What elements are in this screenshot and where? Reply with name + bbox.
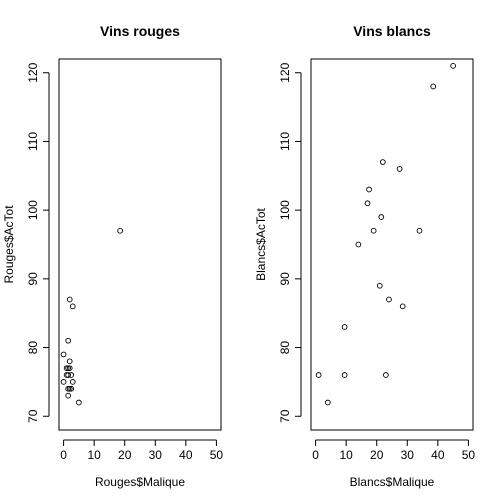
x-axis-label: Rouges$Malique	[95, 475, 185, 489]
data-point	[399, 303, 406, 310]
x-tick-label: 40	[179, 448, 193, 462]
data-point	[355, 241, 362, 248]
data-point	[396, 166, 403, 172]
data-point	[341, 372, 348, 378]
data-point	[379, 159, 386, 165]
data-point	[370, 227, 377, 234]
data-point	[66, 358, 73, 365]
x-tick-label: 0	[60, 448, 67, 462]
plot-box	[310, 58, 474, 431]
data-point	[383, 372, 389, 378]
data-point	[341, 324, 348, 330]
data-point	[364, 200, 371, 207]
y-tick-label: 70	[26, 409, 40, 423]
data-point	[69, 379, 76, 385]
y-tick-label: 90	[26, 272, 40, 286]
y-tick-label: 110	[26, 132, 40, 151]
plot-box	[58, 58, 222, 431]
data-point	[68, 372, 75, 378]
data-point	[450, 63, 456, 69]
y-tick-label: 100	[278, 200, 292, 220]
plot-panel-1: Vins rouges 0 10 20 30 40 50 70 80 90 100 110 120 Rou…	[2, 23, 223, 489]
data-point	[117, 227, 123, 234]
y-tick-label: 80	[278, 341, 292, 355]
x-tick-label: 50	[462, 448, 476, 462]
x-tick-label: 30	[149, 448, 163, 462]
y-tick-label: 70	[278, 409, 292, 423]
chart-title: Vins rouges	[100, 23, 180, 39]
x-axis-label: Blancs$Malique	[350, 475, 435, 489]
plot-panel-2: Vins blancs 0 10 20 30 40 50 70 80 90 100 110 120 Bla…	[254, 23, 475, 489]
x-tick-label: 50	[210, 448, 224, 462]
data-point	[65, 337, 72, 344]
data-point	[76, 399, 82, 406]
data-point	[378, 214, 385, 220]
data-point	[68, 385, 75, 392]
data-point	[65, 392, 72, 399]
x-tick-label: 10	[87, 448, 101, 462]
data-point	[60, 379, 67, 385]
data-point	[416, 227, 423, 234]
x-tick-label: 10	[339, 448, 353, 462]
data-point	[66, 365, 73, 372]
data-point	[66, 296, 73, 303]
data-point	[324, 399, 331, 406]
data-point	[315, 372, 322, 378]
y-tick-label: 110	[278, 132, 292, 151]
data-point	[386, 296, 392, 303]
y-tick-label: 90	[278, 272, 292, 286]
data-point	[60, 351, 67, 358]
y-tick-label: 120	[278, 62, 292, 82]
x-tick-label: 20	[118, 448, 132, 462]
x-tick-label: 0	[312, 448, 319, 462]
data-point	[430, 83, 437, 90]
x-tick-label: 40	[431, 448, 445, 462]
data-point	[366, 186, 372, 193]
y-axis-label: Blancs$AcTot	[254, 207, 268, 280]
x-tick-label: 20	[370, 448, 384, 462]
data-point	[63, 372, 70, 378]
chart-title: Vins blancs	[353, 23, 431, 39]
x-tick-label: 30	[401, 448, 415, 462]
data-point	[376, 282, 383, 289]
y-axis-label: Rouges$AcTot	[2, 205, 16, 284]
y-tick-label: 80	[26, 341, 40, 355]
data-point	[69, 303, 76, 310]
y-tick-label: 120	[26, 62, 40, 82]
y-tick-label: 100	[26, 200, 40, 220]
